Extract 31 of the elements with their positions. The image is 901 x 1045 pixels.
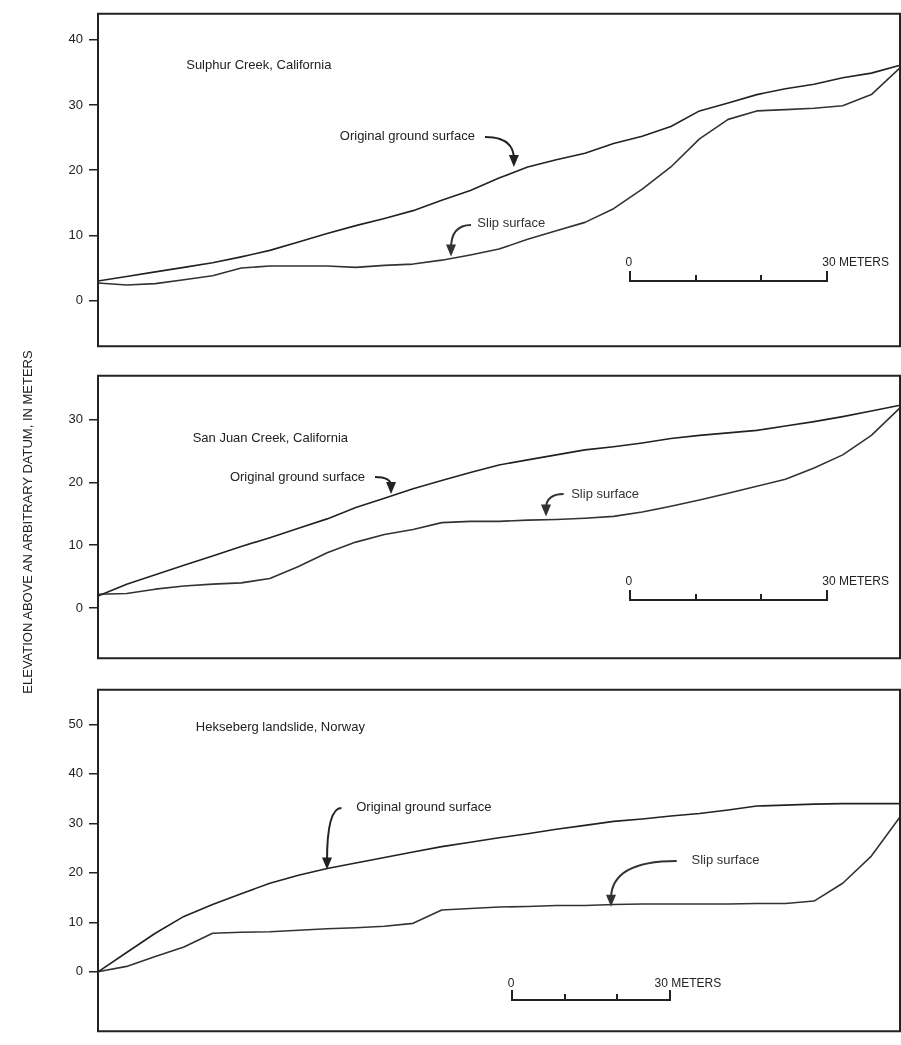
y-tick-label: 10 xyxy=(68,913,83,929)
y-tick-label: 40 xyxy=(68,765,83,781)
text: Slip surface xyxy=(691,852,760,868)
legend-label: Slip surface xyxy=(571,485,640,501)
annotation: 0 xyxy=(625,255,633,270)
y-tick-label: 10 xyxy=(68,226,83,242)
y-tick-label: 40 xyxy=(68,31,83,47)
annotation: 30 METERS xyxy=(822,574,889,589)
y-tick-label: 30 xyxy=(68,814,83,830)
y-tick-label: 10 xyxy=(68,536,83,552)
series-label: Original ground surface xyxy=(229,469,366,485)
y-tick-label: 20 xyxy=(68,161,83,177)
y-tick-label: 30 xyxy=(68,411,83,427)
annotation: 0 xyxy=(507,975,515,990)
y-tick-label: 0 xyxy=(75,963,83,979)
text: Sulphur Creek, California xyxy=(186,56,333,72)
annotation: 30 METERS xyxy=(822,255,889,270)
y-axis-title: ELEVATION ABOVE AN ARBITRARY DATUM, IN METERS xyxy=(19,350,35,694)
y-tick-label: 0 xyxy=(75,292,83,308)
text: Original ground surface xyxy=(339,128,475,144)
y-tick-label: 50 xyxy=(68,716,83,732)
text: Hekseberg landslide, Norway xyxy=(195,718,366,734)
y-tick-label: 20 xyxy=(68,474,83,490)
series-label: Slip surface xyxy=(477,214,546,230)
annotation: 0 xyxy=(625,574,633,589)
text: San Juan Creek, California xyxy=(192,429,349,445)
series-label: Original ground surface xyxy=(356,799,492,815)
annotation: 30 METERS xyxy=(654,975,722,990)
y-tick-label: 30 xyxy=(68,96,83,112)
y-tick-label: 20 xyxy=(68,864,83,880)
y-tick-label: 0 xyxy=(75,599,83,615)
